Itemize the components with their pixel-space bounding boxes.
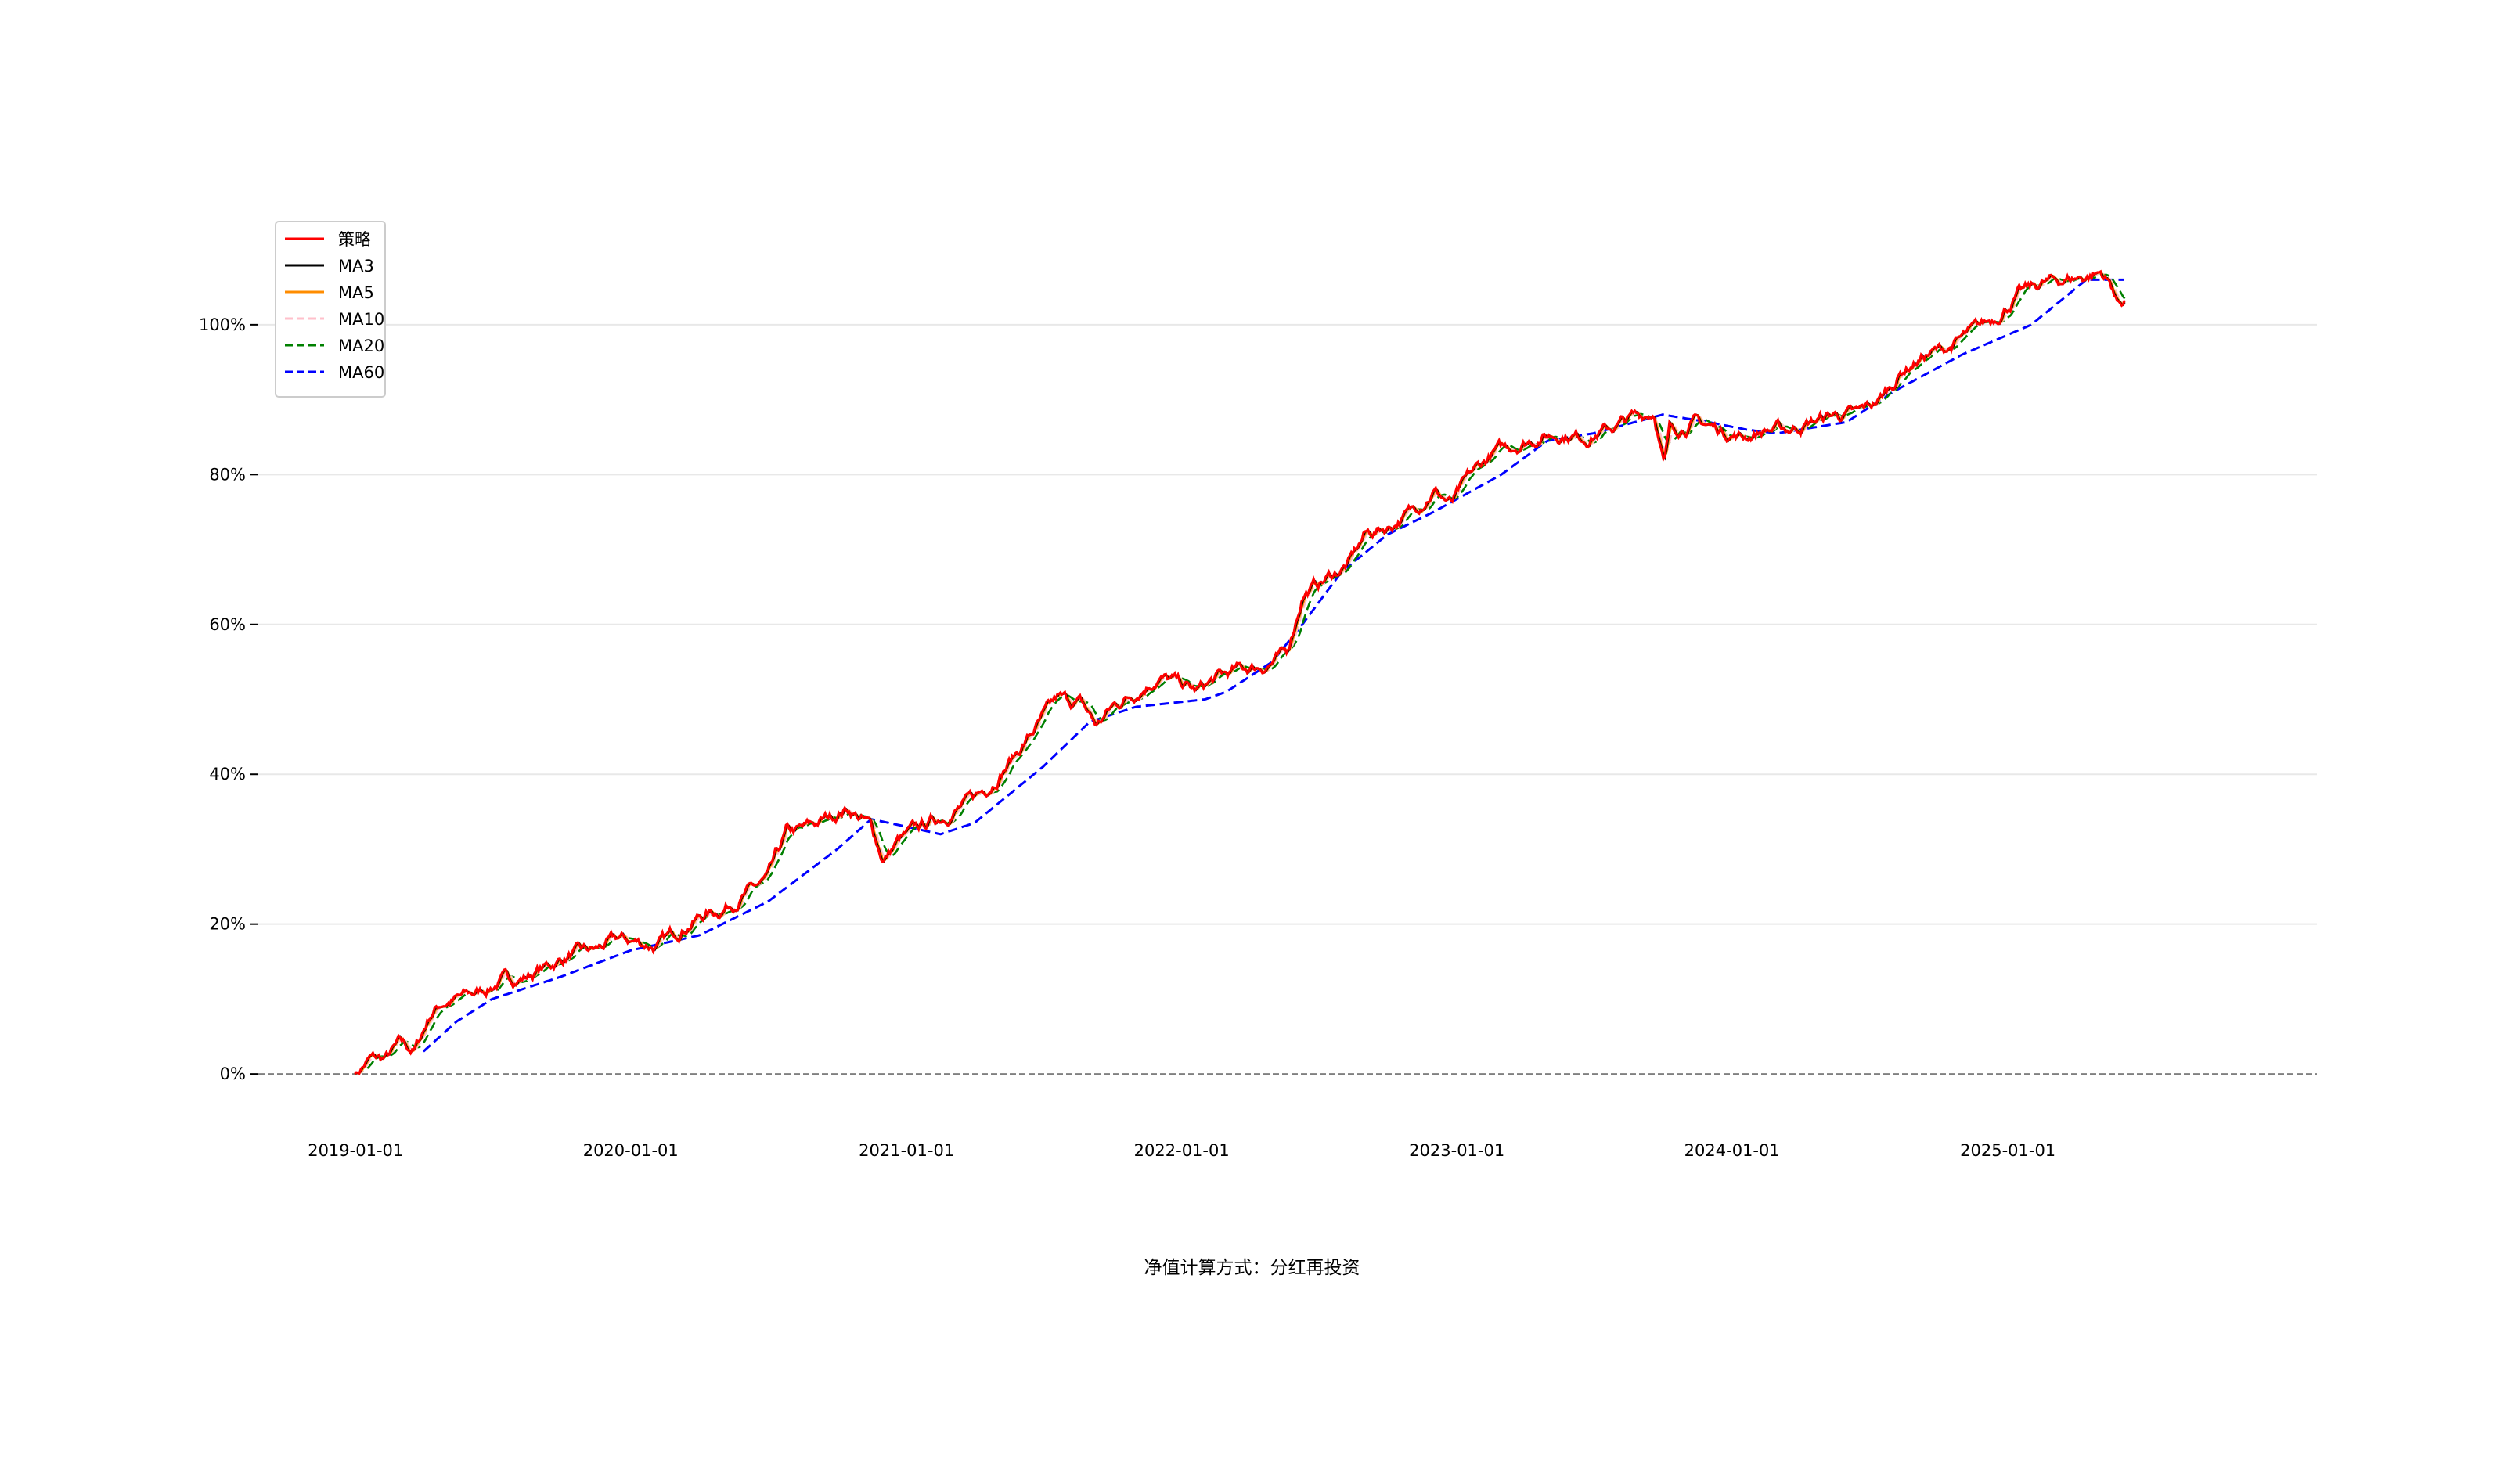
y-tick-label: 40% bbox=[209, 765, 246, 783]
nav-method-footnote: 净值计算方式：分红再投资 bbox=[1144, 1258, 1360, 1278]
x-tick-label: 2025-01-01 bbox=[1960, 1141, 2055, 1160]
series-line-ma3 bbox=[354, 271, 2126, 1075]
legend-label: 策略 bbox=[338, 230, 371, 249]
y-axis-ticks: 0% 20% 40% 60% 80% 100% bbox=[199, 315, 258, 1083]
x-tick-label: 2024-01-01 bbox=[1684, 1141, 1780, 1160]
y-tick-label: 0% bbox=[220, 1064, 246, 1083]
legend-label: MA20 bbox=[338, 337, 384, 355]
x-tick-label: 2019-01-01 bbox=[308, 1141, 403, 1160]
series-line-策略 bbox=[354, 269, 2126, 1075]
x-tick-label: 2021-01-01 bbox=[859, 1141, 954, 1160]
y-tick-label: 20% bbox=[209, 915, 246, 934]
x-axis-ticks: 2019-01-01 2020-01-01 2021-01-01 2022-01-01… bbox=[308, 1141, 2055, 1160]
grid-lines bbox=[258, 323, 2317, 925]
legend-label: MA5 bbox=[338, 283, 374, 302]
series-line-ma60 bbox=[422, 278, 2124, 1053]
legend-label: MA3 bbox=[338, 257, 374, 276]
x-tick-label: 2023-01-01 bbox=[1409, 1141, 1504, 1160]
x-tick-label: 2020-01-01 bbox=[583, 1141, 679, 1160]
legend-label: MA60 bbox=[338, 363, 384, 382]
x-tick-label: 2022-01-01 bbox=[1134, 1141, 1230, 1160]
y-tick-label: 100% bbox=[199, 315, 246, 334]
series-line-ma20 bbox=[354, 273, 2126, 1075]
legend-label: MA10 bbox=[338, 310, 384, 329]
legend: 策略 MA3 MA5 MA10 MA20 MA60 bbox=[275, 221, 386, 398]
series-line-ma10 bbox=[354, 271, 2125, 1075]
y-tick-label: 80% bbox=[209, 465, 246, 484]
series-group bbox=[354, 269, 2126, 1075]
series-line-ma5 bbox=[354, 271, 2126, 1075]
y-tick-label: 60% bbox=[209, 615, 246, 634]
